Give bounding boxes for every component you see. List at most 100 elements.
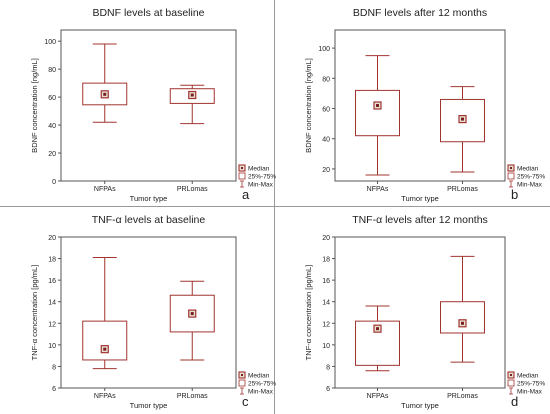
y-axis-label: TNF-α concentration [pg/mL] — [304, 265, 313, 361]
median-marker-center — [103, 347, 107, 351]
iqr-box — [169, 88, 215, 104]
legend-median-swatch-center — [510, 374, 512, 376]
y-tick-label: 40 — [48, 123, 56, 130]
box-nfpas — [82, 256, 128, 370]
legend-iqr-label: 25%-75% — [517, 174, 545, 181]
y-tick-label: 20 — [48, 235, 56, 242]
legend-median-label: Median — [517, 373, 539, 380]
y-tick-label: 80 — [322, 76, 330, 83]
y-tick-label: 16 — [322, 278, 330, 285]
x-tick-label-prlomas: PRLomas — [177, 393, 208, 400]
y-tick-label: 8 — [326, 364, 330, 371]
legend-median-label: Median — [517, 166, 539, 173]
chart-title: TNF-α levels at baseline — [92, 214, 206, 226]
median-marker-center — [190, 93, 194, 97]
box-prlomas — [440, 255, 485, 363]
legend-median-swatch-center — [510, 167, 512, 169]
legend-iqr-label: 25%-75% — [248, 381, 276, 388]
y-tick-label: 6 — [52, 386, 56, 393]
x-tick-label-prlomas: PRLomas — [447, 186, 478, 193]
x-tick-label-nfpas: NFPAs — [94, 186, 116, 193]
box-prlomas — [169, 280, 215, 361]
y-tick-label: 20 — [322, 235, 330, 242]
chart-panel-a: BDNF levels at baseline 0 20 40 60 80 100 BDNF … — [30, 7, 276, 203]
chart-title: BDNF levels after 12 months — [353, 7, 487, 19]
y-tick-label: 6 — [326, 386, 330, 393]
x-tick-label-nfpas: NFPAs — [367, 393, 389, 400]
y-tick-label: 14 — [48, 300, 56, 307]
x-axis-label: Tumor type — [401, 401, 439, 410]
box-nfpas — [355, 305, 400, 372]
iqr-box — [355, 320, 400, 366]
median-marker-center — [376, 104, 379, 107]
chart-title: TNF-α levels after 12 months — [352, 214, 488, 226]
legend-range-label: Min-Max — [517, 182, 543, 189]
legend-median-label: Median — [248, 166, 270, 173]
plot-frame — [334, 29, 506, 182]
y-tick-label: 16 — [48, 278, 56, 285]
y-axis-label: TNF-α concentration [pg/mL] — [30, 265, 39, 361]
y-axis-label: BDNF concentration [ng/mL] — [304, 58, 313, 153]
iqr-box — [440, 98, 485, 143]
y-tick-label: 8 — [52, 364, 56, 371]
y-tick-label: 18 — [322, 257, 330, 264]
panel-label: a — [242, 187, 250, 202]
panel-label: b — [511, 187, 518, 202]
legend-iqr-swatch — [238, 379, 246, 387]
box-prlomas — [440, 86, 485, 173]
panel-label: c — [242, 394, 249, 409]
legend-median-label: Median — [248, 373, 270, 380]
y-tick-label: 60 — [48, 95, 56, 102]
iqr-box — [440, 301, 485, 334]
vertical-separator — [274, 0, 275, 414]
legend-iqr-label: 25%-75% — [517, 381, 545, 388]
legend-iqr-label: 25%-75% — [248, 174, 276, 181]
plot-frame — [334, 236, 506, 389]
legend-median-swatch-center — [241, 167, 243, 169]
horizontal-separator — [0, 206, 550, 207]
y-axis-label: BDNF concentration [ng/mL] — [30, 58, 39, 153]
y-tick-label: 40 — [322, 137, 330, 144]
legend-range-label: Min-Max — [248, 389, 274, 396]
chart-panel-d: TNF-α levels after 12 months 6 8 10 12 14 16 18… — [304, 214, 545, 410]
box-prlomas — [169, 84, 215, 125]
y-tick-label: 20 — [48, 151, 56, 158]
y-tick-label: 0 — [52, 179, 56, 186]
x-tick-label-prlomas: PRLomas — [447, 393, 478, 400]
legend-range-label: Min-Max — [248, 182, 274, 189]
y-tick-label: 18 — [48, 257, 56, 264]
legend-iqr-swatch — [507, 379, 515, 387]
median-marker-center — [103, 92, 107, 96]
x-tick-label-prlomas: PRLomas — [177, 186, 208, 193]
y-tick-label: 12 — [322, 321, 330, 328]
y-tick-label: 10 — [48, 343, 56, 350]
legend-range-label: Min-Max — [517, 389, 543, 396]
y-tick-label: 10 — [322, 343, 330, 350]
chart-panel-b: BDNF levels after 12 months 20 40 60 80 100 BD… — [304, 7, 545, 203]
x-axis-label: Tumor type — [130, 401, 168, 410]
x-tick-label-nfpas: NFPAs — [367, 186, 389, 193]
box-nfpas — [355, 55, 400, 176]
legend-iqr-swatch — [507, 172, 515, 180]
plot-frame — [60, 236, 237, 389]
y-tick-label: 12 — [48, 321, 56, 328]
y-tick-label: 14 — [322, 300, 330, 307]
box-nfpas — [82, 43, 128, 123]
y-tick-label: 60 — [322, 107, 330, 114]
chart-title: BDNF levels at baseline — [92, 7, 204, 19]
median-marker-center — [461, 117, 464, 121]
y-tick-label: 100 — [44, 39, 56, 46]
chart-panel-c: TNF-α levels at baseline 6 8 10 12 14 16 18 20 TN… — [30, 214, 276, 410]
median-marker-center — [190, 312, 194, 316]
iqr-box — [82, 82, 128, 106]
y-tick-label: 80 — [48, 67, 56, 74]
iqr-box — [355, 89, 400, 137]
median-marker-center — [461, 321, 464, 325]
median-marker-center — [376, 327, 379, 331]
panel-label: d — [511, 394, 518, 409]
